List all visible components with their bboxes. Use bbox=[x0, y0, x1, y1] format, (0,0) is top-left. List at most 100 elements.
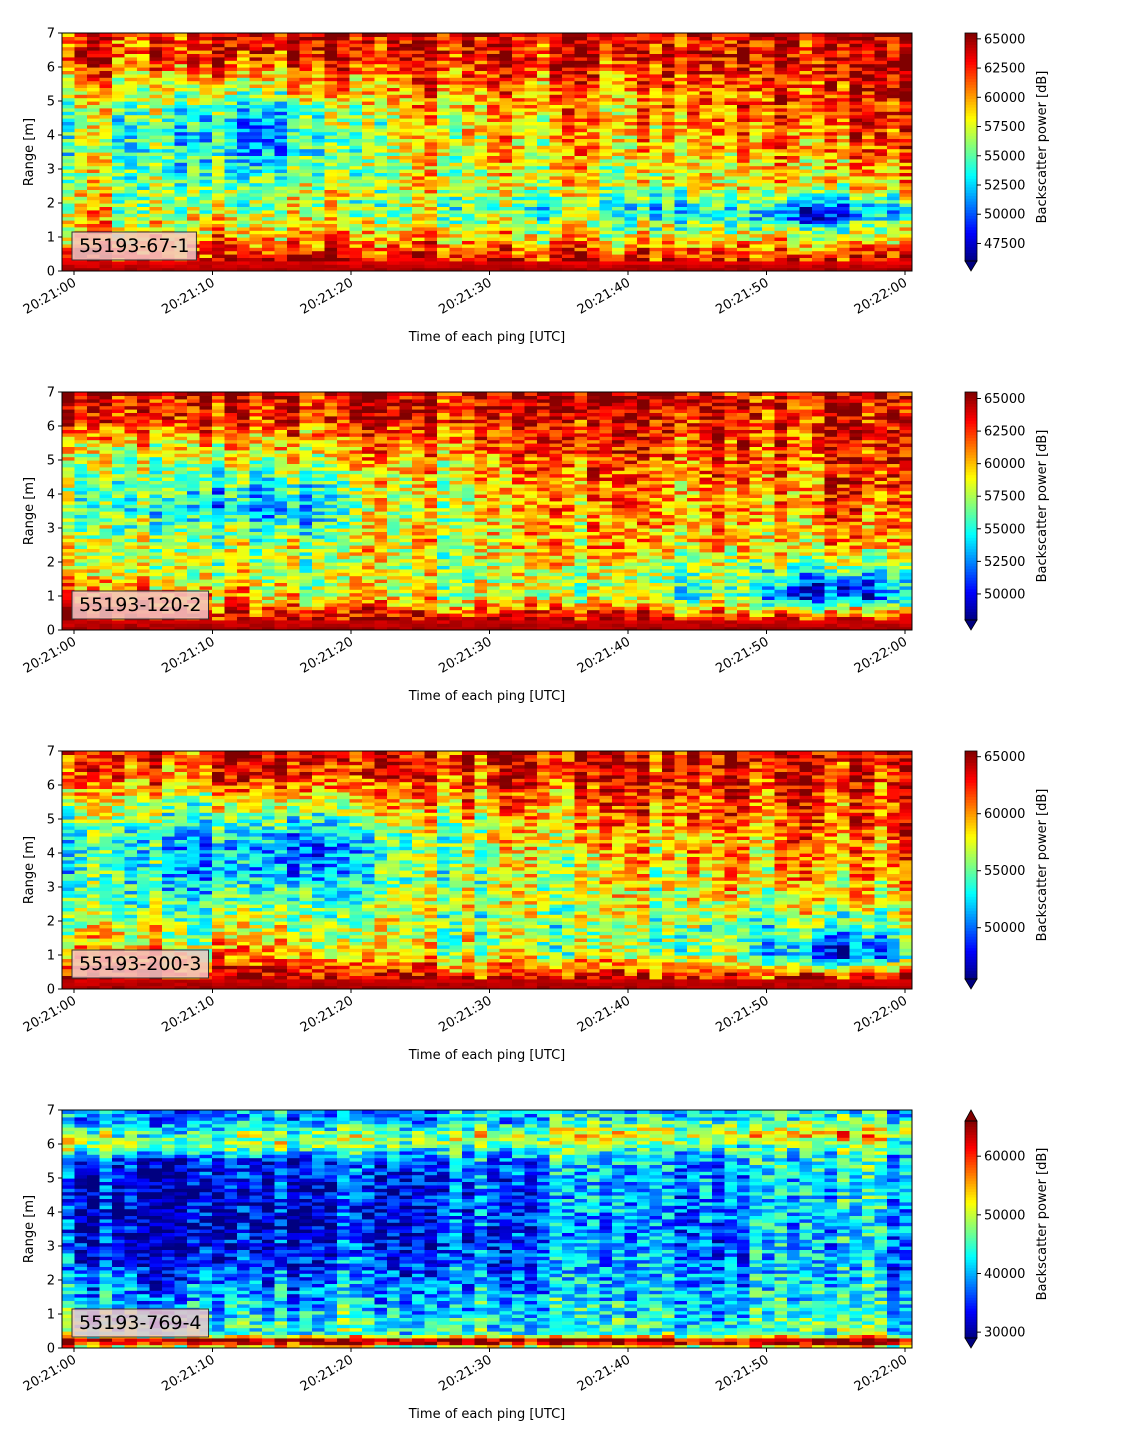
heatmap-cell bbox=[487, 50, 501, 54]
heatmap-cell bbox=[262, 223, 276, 228]
heatmap-cell bbox=[99, 192, 113, 197]
heatmap-cell bbox=[412, 226, 426, 231]
heatmap-cell bbox=[399, 141, 413, 146]
heatmap-cell bbox=[537, 145, 551, 150]
heatmap-cell bbox=[287, 33, 301, 37]
heatmap-cell bbox=[624, 148, 638, 153]
heatmap-cell bbox=[624, 90, 638, 95]
heatmap-cell bbox=[649, 104, 663, 109]
heatmap-cell bbox=[662, 50, 676, 54]
heatmap-cell bbox=[599, 135, 613, 139]
heatmap-cell bbox=[162, 104, 176, 109]
heatmap-cell bbox=[662, 124, 676, 129]
heatmap-cell bbox=[599, 152, 613, 156]
heatmap-cell bbox=[899, 186, 912, 190]
heatmap-cell bbox=[624, 243, 638, 248]
heatmap-cell bbox=[624, 267, 638, 271]
heatmap-cell bbox=[499, 203, 513, 207]
heatmap-cell bbox=[599, 118, 613, 122]
heatmap-cell bbox=[612, 46, 626, 51]
heatmap-cell bbox=[837, 155, 851, 160]
heatmap-cell bbox=[837, 260, 851, 265]
heatmap-cell bbox=[324, 189, 338, 194]
heatmap-cell bbox=[224, 223, 238, 228]
heatmap-cell bbox=[62, 460, 76, 464]
heatmap-cell bbox=[524, 264, 538, 269]
heatmap-cell bbox=[724, 43, 738, 48]
colorbar-tick-label: 60000 bbox=[984, 91, 1025, 106]
heatmap-cell bbox=[712, 121, 726, 126]
heatmap-cell bbox=[224, 152, 238, 156]
heatmap-cell bbox=[474, 138, 488, 143]
heatmap-cell bbox=[299, 260, 313, 265]
heatmap-cell bbox=[462, 135, 476, 139]
heatmap-cell bbox=[624, 87, 638, 92]
heatmap-cell bbox=[237, 260, 251, 265]
heatmap-cell bbox=[512, 182, 526, 187]
heatmap-cell bbox=[549, 73, 563, 78]
heatmap-cell bbox=[312, 209, 326, 214]
heatmap-cell bbox=[224, 124, 238, 129]
heatmap-cell bbox=[262, 118, 276, 122]
heatmap-cell bbox=[874, 257, 888, 262]
heatmap-cell bbox=[612, 114, 626, 119]
heatmap-cell bbox=[424, 63, 438, 68]
heatmap-cell bbox=[274, 186, 288, 190]
heatmap-cell bbox=[337, 101, 351, 105]
colorbar-tick-label: 50000 bbox=[984, 208, 1025, 223]
heatmap-cell bbox=[799, 148, 813, 153]
heatmap-cell bbox=[149, 196, 163, 201]
heatmap-cell bbox=[537, 46, 551, 51]
heatmap-cell bbox=[312, 60, 326, 65]
heatmap-cell bbox=[812, 165, 826, 170]
heatmap-cell bbox=[362, 158, 376, 163]
heatmap-cell bbox=[262, 186, 276, 190]
heatmap-cell bbox=[324, 73, 338, 78]
heatmap-cell bbox=[724, 104, 738, 109]
heatmap-cell bbox=[437, 73, 451, 78]
heatmap-cell bbox=[749, 94, 763, 99]
heatmap-cell bbox=[849, 77, 863, 82]
heatmap-cell bbox=[724, 250, 738, 255]
heatmap-cell bbox=[562, 226, 576, 231]
heatmap-cell bbox=[749, 121, 763, 126]
heatmap-cell bbox=[162, 169, 176, 173]
heatmap-cell bbox=[687, 73, 701, 78]
heatmap-cell bbox=[199, 90, 213, 95]
heatmap-cell bbox=[637, 97, 651, 102]
heatmap-cell bbox=[349, 247, 363, 252]
heatmap-cell bbox=[62, 548, 76, 553]
heatmap-cell bbox=[312, 138, 326, 143]
heatmap-cell bbox=[812, 145, 826, 150]
heatmap-cell bbox=[662, 33, 676, 37]
heatmap-cell bbox=[712, 186, 726, 190]
heatmap-cell bbox=[787, 226, 801, 231]
heatmap-cell bbox=[274, 97, 288, 102]
heatmap-cell bbox=[449, 240, 463, 245]
heatmap-cell bbox=[737, 39, 751, 44]
heatmap-cell bbox=[612, 107, 626, 112]
heatmap-cell bbox=[499, 216, 513, 221]
heatmap-cell bbox=[449, 36, 463, 41]
heatmap-cell bbox=[137, 73, 151, 78]
heatmap-cell bbox=[712, 128, 726, 133]
heatmap-cell bbox=[737, 63, 751, 68]
heatmap-cell bbox=[537, 101, 551, 105]
heatmap-cell bbox=[274, 155, 288, 160]
heatmap-cell bbox=[874, 206, 888, 211]
heatmap-cell bbox=[124, 56, 138, 61]
heatmap-cell bbox=[724, 260, 738, 265]
heatmap-cell bbox=[299, 182, 313, 187]
heatmap-cell bbox=[849, 145, 863, 150]
heatmap-cell bbox=[349, 223, 363, 228]
heatmap-cell bbox=[124, 267, 138, 271]
heatmap-cell bbox=[637, 267, 651, 271]
heatmap-cell bbox=[212, 172, 226, 177]
heatmap-cell bbox=[374, 97, 388, 102]
heatmap-cell bbox=[549, 189, 563, 194]
heatmap-cell bbox=[587, 141, 601, 146]
heatmap-cell bbox=[762, 50, 776, 54]
heatmap-cell bbox=[599, 267, 613, 271]
heatmap-cell bbox=[312, 175, 326, 180]
heatmap-cell bbox=[437, 53, 451, 58]
